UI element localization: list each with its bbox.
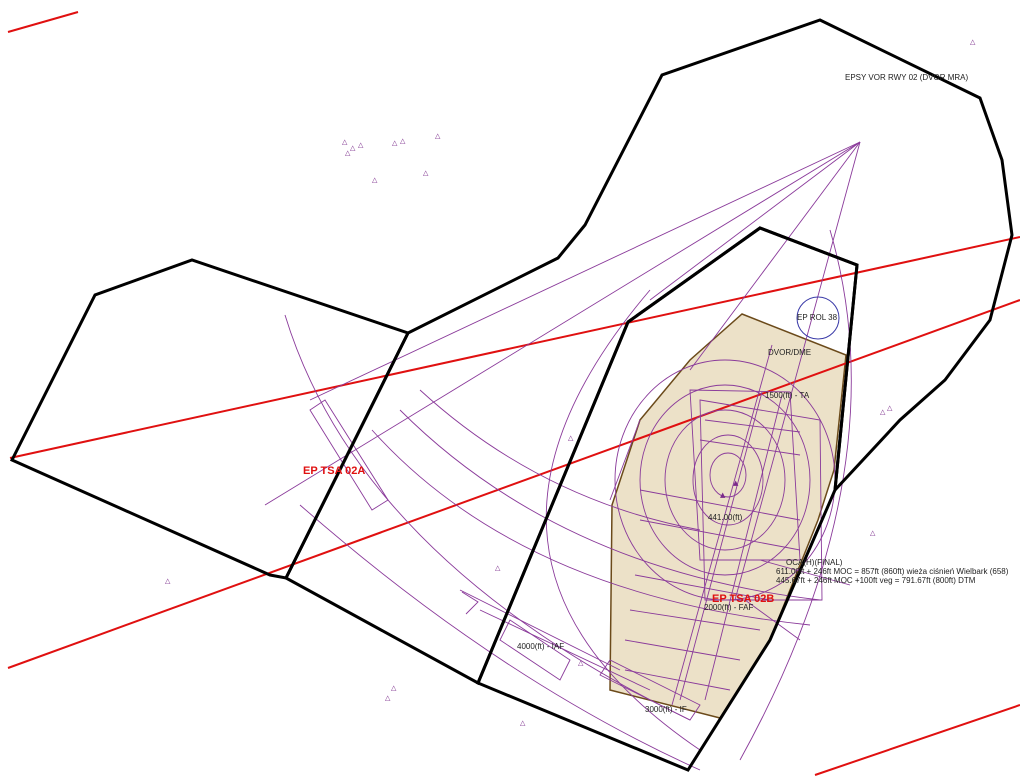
svg-text:△: △ xyxy=(495,564,501,572)
airway-line-lower xyxy=(7,299,1020,669)
svg-text:△: △ xyxy=(165,577,171,585)
oca-label: OCA(H)(FINAL) xyxy=(786,558,843,567)
svg-text:△: △ xyxy=(970,38,976,46)
airway-lines xyxy=(7,11,1020,776)
svg-text:△: △ xyxy=(345,149,351,157)
airway-line-upper xyxy=(9,236,1020,459)
dvor-mra-label: EPSY VOR RWY 02 (DVOR MRA) xyxy=(845,73,968,82)
center-altitude-label: 441.00(ft) xyxy=(708,513,743,522)
ta-label: 1500(ft) - TA xyxy=(765,391,810,400)
svg-text:▲: ▲ xyxy=(733,479,739,487)
faf-label: 2000(ft) - FAF xyxy=(704,603,753,612)
iaf-label: 4000(ft) - IAF xyxy=(517,642,564,651)
rol-label: EP ROL 38 xyxy=(797,313,838,322)
svg-text:△: △ xyxy=(435,132,441,140)
svg-text:△: △ xyxy=(400,137,406,145)
airway-line-top-left xyxy=(7,11,79,33)
zone-label-tsa02b: EP TSA 02B xyxy=(712,593,774,605)
sector-boundary-west xyxy=(9,258,411,580)
zone-label-tsa02a: EP TSA 02A xyxy=(303,465,365,477)
svg-text:△: △ xyxy=(372,176,378,184)
rol-circle xyxy=(796,296,840,340)
if-label: 3000(ft) - IF xyxy=(645,705,687,714)
svg-text:△: △ xyxy=(358,141,364,149)
svg-text:△: △ xyxy=(578,659,584,667)
moc-label-1: 611.00ft + 246ft MOC = 857ft (860ft) wie… xyxy=(776,567,1009,576)
sector-boundary-east-tsa02b xyxy=(476,226,859,772)
svg-text:△: △ xyxy=(520,719,526,727)
svg-text:△: △ xyxy=(870,529,876,537)
dvor-dme-label: DVOR/DME xyxy=(768,348,811,357)
svg-text:△: △ xyxy=(391,684,397,692)
obstacle-symbols: △ △ △ △ △ △ △ △ △ △ △ △ △ △ △ △ △ △ △ △ … xyxy=(165,38,976,727)
svg-text:△: △ xyxy=(568,434,574,442)
airway-line-bottom-right xyxy=(814,704,1020,776)
svg-text:△: △ xyxy=(385,694,391,702)
svg-text:△: △ xyxy=(350,144,356,152)
procedure-lines xyxy=(264,141,861,771)
svg-text:△: △ xyxy=(880,408,886,416)
svg-text:△: △ xyxy=(342,138,348,146)
sector-boundaries xyxy=(9,18,1014,772)
svg-text:△: △ xyxy=(887,404,893,412)
moc-label-2: 445.67ft + 246ft MOC +100ft veg = 791.67… xyxy=(776,576,976,585)
svg-text:▲: ▲ xyxy=(720,491,726,499)
svg-text:△: △ xyxy=(392,139,398,147)
svg-text:△: △ xyxy=(423,169,429,177)
